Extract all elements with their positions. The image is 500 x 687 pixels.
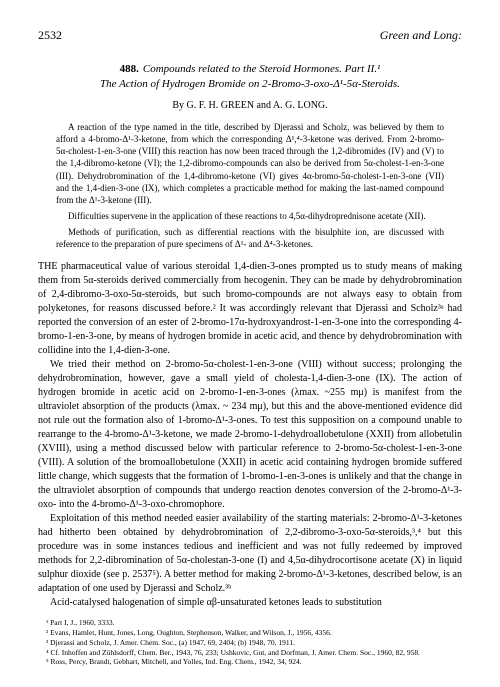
body-p4: Acid-catalysed halogenation of simple αβ…	[38, 596, 462, 610]
abstract: A reaction of the type named in the titl…	[56, 121, 444, 250]
footnotes: ¹ Part I, J., 1960, 3333. ² Evans, Hamle…	[38, 618, 462, 667]
abstract-p3: Methods of purification, such as differe…	[56, 226, 444, 250]
body-p3: Exploitation of this method needed easie…	[38, 512, 462, 596]
title-line-1: Compounds related to the Steroid Hormone…	[143, 63, 380, 75]
abstract-p2: Difficulties supervene in the applicatio…	[56, 210, 444, 222]
article-title: 488. Compounds related to the Steroid Ho…	[38, 59, 462, 90]
title-line-2: The Action of Hydrogen Bromide on 2-Brom…	[38, 78, 462, 90]
body-text: THE pharmaceutical value of various ster…	[38, 260, 462, 610]
article-number: 488.	[120, 63, 139, 75]
page-header: 2532 Green and Long:	[38, 28, 462, 43]
footnote-4: ⁴ Cf. Inhoffen and Zühlsdorff, Chem. Ber…	[38, 648, 462, 658]
body-p1-lead: THE	[38, 261, 57, 272]
body-p2: We tried their method on 2-bromo-5α-chol…	[38, 358, 462, 512]
footnote-2: ² Evans, Hamlet, Hunt, Jones, Long, Ough…	[38, 628, 462, 638]
body-p1-text: pharmaceutical value of various steroida…	[38, 261, 462, 356]
body-p1: THE pharmaceutical value of various ster…	[38, 260, 462, 358]
footnote-1: ¹ Part I, J., 1960, 3333.	[38, 618, 462, 628]
abstract-p1: A reaction of the type named in the titl…	[56, 121, 444, 206]
byline: By G. F. H. GREEN and A. G. LONG.	[38, 100, 462, 111]
page-number: 2532	[38, 28, 62, 43]
header-authors: Green and Long:	[380, 28, 462, 43]
footnote-5: ⁵ Ross, Percy, Brandt, Gebhart, Mitchell…	[38, 657, 462, 667]
footnote-3: ³ Djerassi and Scholz, J. Amer. Chem. So…	[38, 638, 462, 648]
